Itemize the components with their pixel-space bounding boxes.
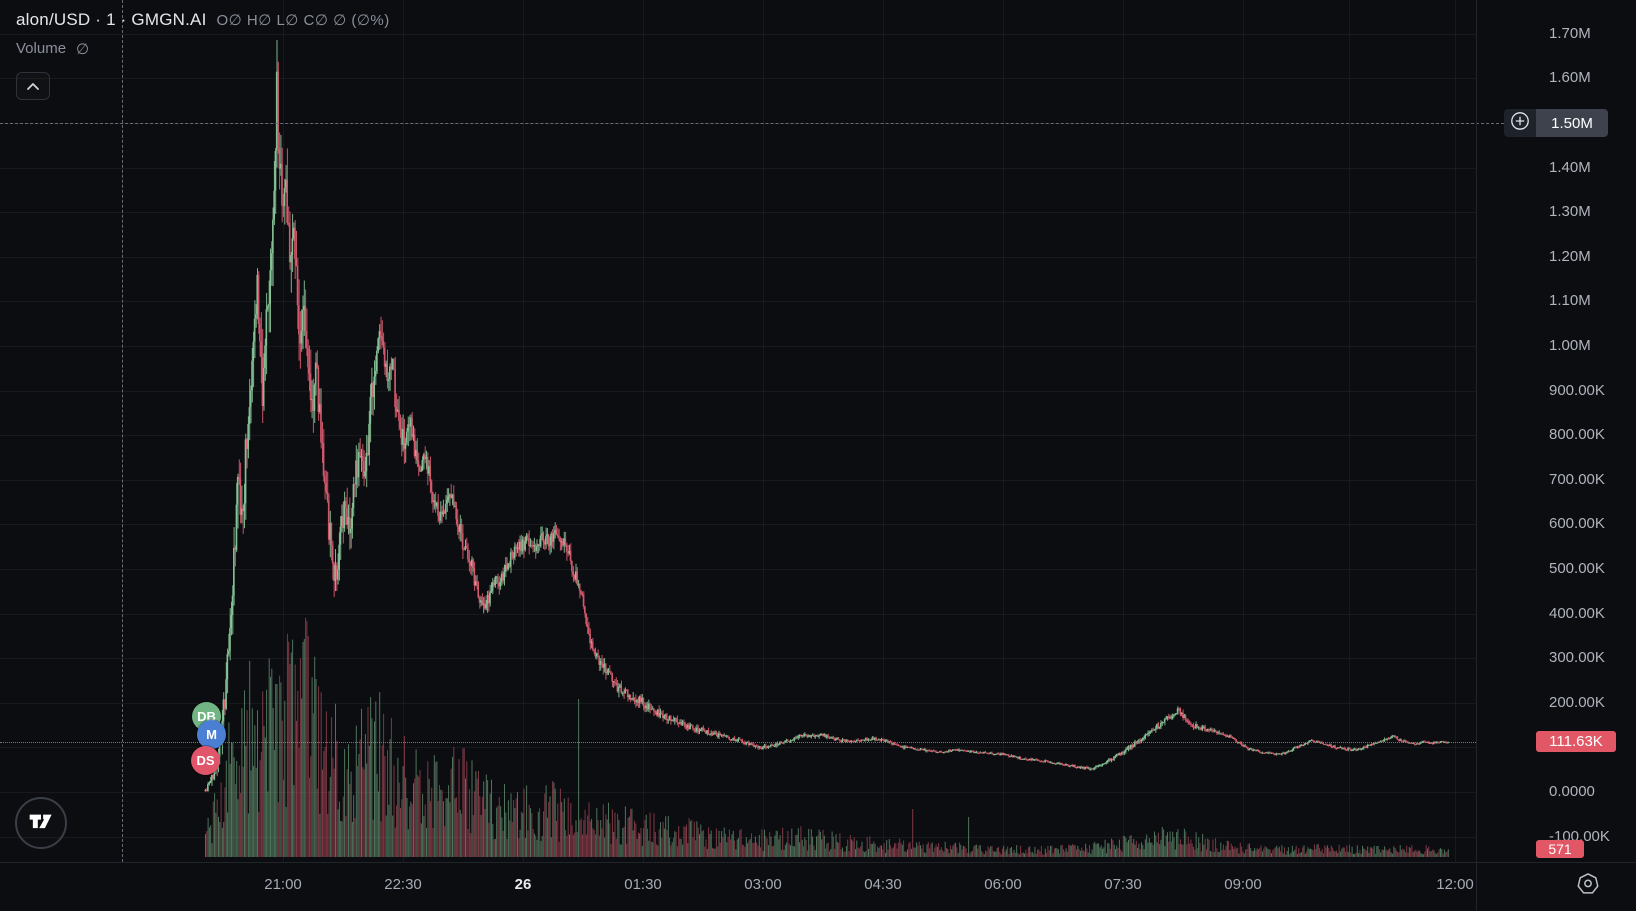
time-tick: 06:00 <box>984 876 1022 893</box>
trader-marker-m[interactable]: M <box>197 720 226 749</box>
price-tick: 300.00K <box>1549 649 1605 667</box>
time-tick: 04:30 <box>864 876 902 893</box>
time-tick: 03:00 <box>744 876 782 893</box>
price-tick: 600.00K <box>1549 515 1605 533</box>
time-tick: 12:00 <box>1436 876 1474 893</box>
marker-label: DS <box>196 753 215 768</box>
time-tick: 21:00 <box>264 876 302 893</box>
add-alert-plus-button[interactable] <box>1504 109 1536 137</box>
symbol-title: alon/USD · 1 · GMGN.AI <box>16 10 207 29</box>
time-tick: 26 <box>514 876 532 893</box>
price-tick: 700.00K <box>1549 470 1605 488</box>
tradingview-logo[interactable] <box>15 797 67 849</box>
price-axis[interactable]: 1.70M 1.60M 1.40M 1.30M 1.20M 1.10M 1.00… <box>1476 0 1636 862</box>
tradingview-icon <box>24 804 58 843</box>
gear-icon <box>1575 871 1601 902</box>
last-price-badge[interactable]: 111.63K <box>1536 731 1616 752</box>
price-tick: 1.30M <box>1549 203 1591 221</box>
price-tick: 1.70M <box>1549 24 1591 42</box>
price-chart-canvas[interactable] <box>0 0 1476 862</box>
time-axis[interactable]: 21:00 22:30 26 01:30 03:00 04:30 06:00 0… <box>0 862 1476 911</box>
time-tick: 07:30 <box>1104 876 1142 893</box>
volume-value: ∅ <box>76 41 90 58</box>
legend-collapse-button[interactable] <box>16 72 50 100</box>
price-tick: 1.60M <box>1549 69 1591 87</box>
price-tick: 1.20M <box>1549 247 1591 265</box>
crosshair-price-label: 1.50M <box>1536 109 1608 137</box>
symbol-legend: alon/USD · 1 · GMGN.AI O∅ H∅ L∅ C∅ ∅ (∅%… <box>16 10 390 58</box>
time-tick: 01:30 <box>624 876 662 893</box>
crosshair-price-badge[interactable]: 1.50M <box>1504 109 1608 137</box>
time-tick: 22:30 <box>384 876 422 893</box>
price-tick: 500.00K <box>1549 560 1605 577</box>
ohlc-values: O∅ H∅ L∅ C∅ ∅ (∅%) <box>216 12 390 29</box>
trader-marker-ds[interactable]: DS <box>191 746 220 775</box>
marker-label: M <box>206 727 217 742</box>
volume-label: Volume <box>16 40 67 57</box>
price-tick: 900.00K <box>1549 381 1605 399</box>
price-tick: 1.00M <box>1549 337 1591 354</box>
price-tick: 400.00K <box>1549 604 1605 622</box>
chevron-up-icon <box>26 77 40 95</box>
plus-circle-icon <box>1510 111 1530 136</box>
axis-corner <box>1476 862 1636 911</box>
price-tick: 800.00K <box>1549 426 1605 444</box>
price-tick: 1.40M <box>1549 158 1591 176</box>
price-tick: 1.10M <box>1549 292 1591 310</box>
price-tick: 200.00K <box>1549 693 1605 711</box>
price-tick: 0.0000 <box>1549 783 1595 800</box>
price-scale-settings-button[interactable] <box>1574 872 1602 900</box>
time-tick: 09:00 <box>1224 876 1262 893</box>
volume-value-badge: 571 <box>1536 840 1584 858</box>
